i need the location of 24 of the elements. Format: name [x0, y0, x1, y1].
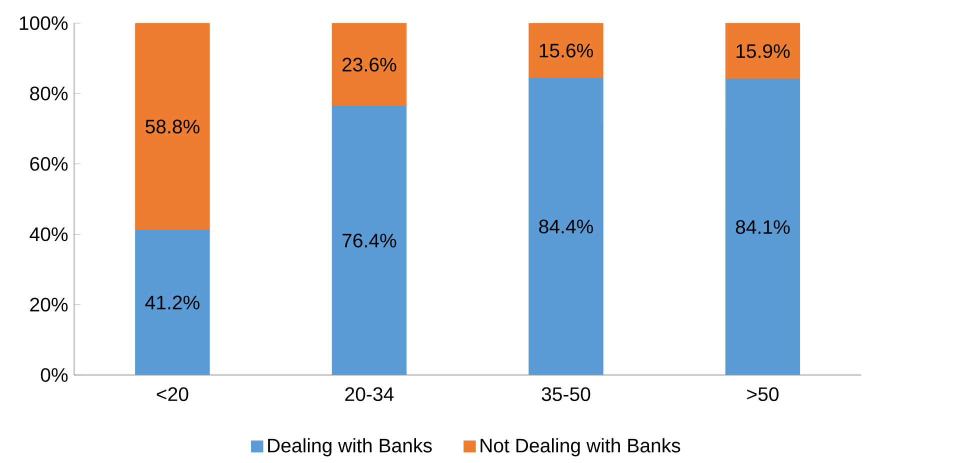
x-tick-label: >50	[747, 387, 779, 402]
data-label: 23.6%	[342, 58, 396, 72]
x-tick-label: 20-34	[345, 387, 394, 402]
bar	[332, 106, 407, 376]
bar	[725, 78, 800, 376]
y-tick-label: 0%	[40, 368, 68, 382]
y-tick-label: 60%	[30, 156, 68, 171]
y-tick-label: 80%	[30, 86, 68, 100]
legend-label: Not Dealing with Banks	[480, 438, 680, 456]
data-label: 15.9%	[736, 44, 790, 58]
x-tick-label: <20	[156, 387, 188, 402]
data-label: 41.2%	[145, 296, 200, 310]
legend-label: Dealing with Banks	[268, 438, 432, 456]
data-label: 58.8%	[146, 120, 200, 134]
x-tick-label: 35-50	[542, 387, 590, 402]
bar	[528, 78, 604, 376]
y-tick-label: 100%	[20, 16, 68, 30]
data-label: 76.4%	[342, 234, 396, 248]
y-tick-label: 20%	[30, 298, 68, 312]
data-label: 84.1%	[736, 220, 790, 234]
y-tick-label: 40%	[30, 227, 68, 242]
bar	[135, 230, 210, 376]
data-label: 84.4%	[539, 220, 593, 234]
data-label: 15.6%	[540, 44, 593, 58]
